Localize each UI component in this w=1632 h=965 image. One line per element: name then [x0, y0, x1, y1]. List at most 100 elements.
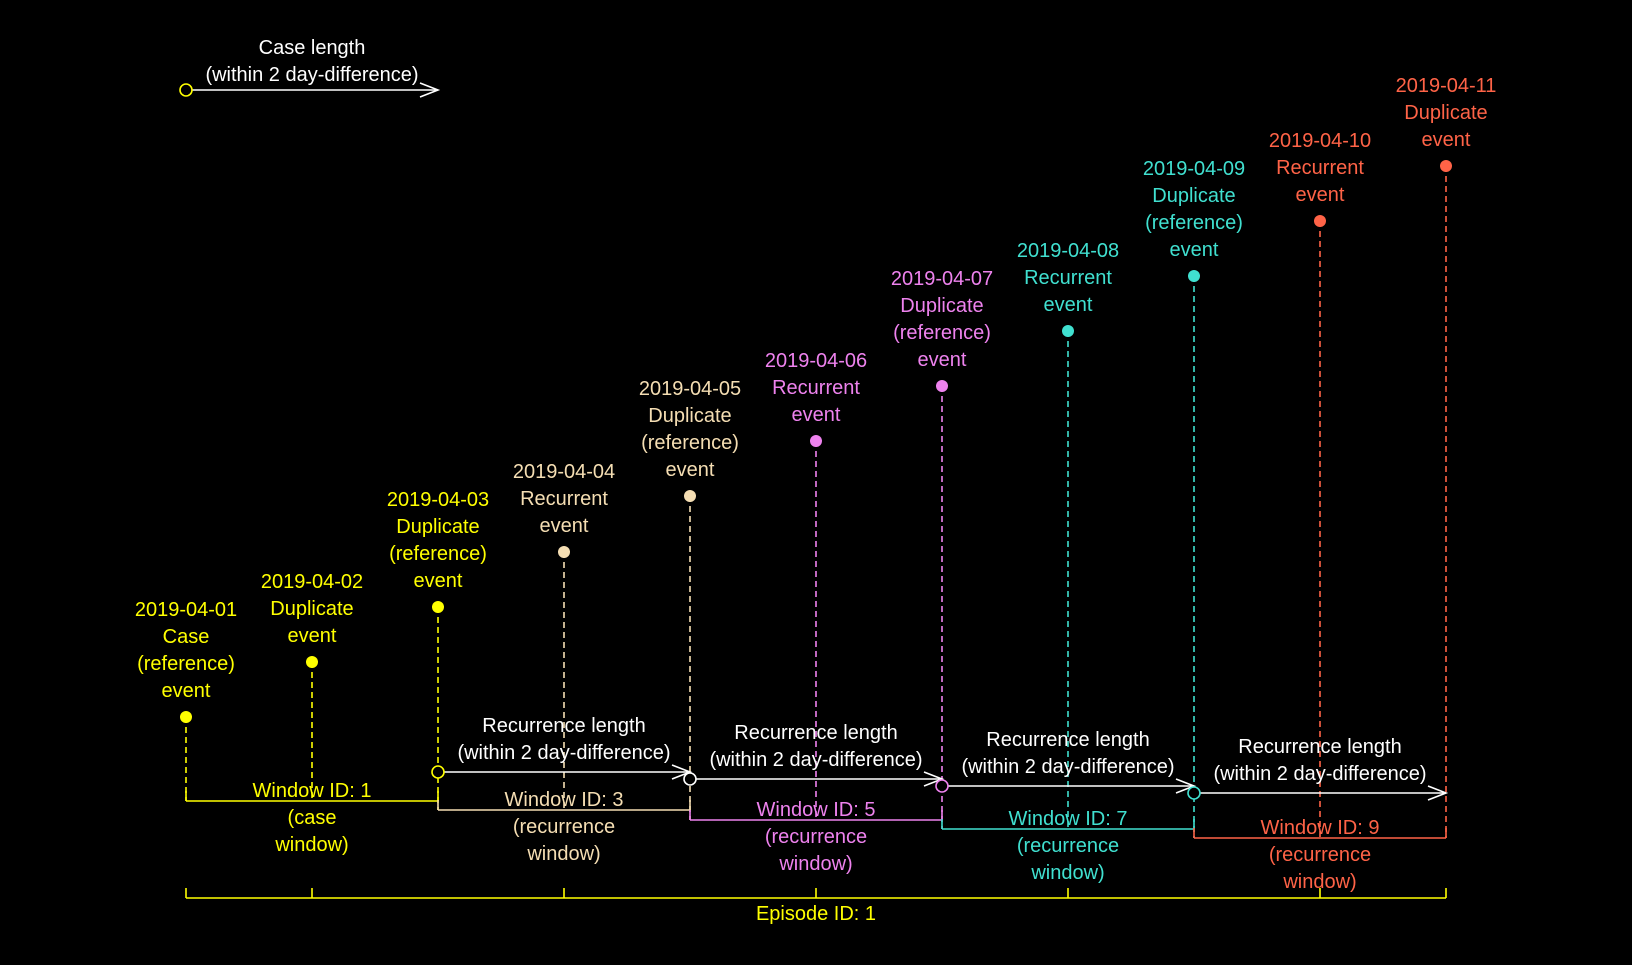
window-label-line: (recurrence	[1269, 844, 1371, 866]
event-label-line: event	[162, 680, 211, 702]
recurrence-label-line: (within 2 day-difference)	[1213, 763, 1426, 785]
event-2019-04-06: 2019-04-06 Recurrent event	[765, 350, 867, 820]
event-label-line: event	[288, 625, 337, 647]
event-dot-icon	[1062, 325, 1074, 337]
window-5: Window ID: 5 (recurrence window)	[689, 799, 943, 875]
event-label-line: event	[918, 349, 967, 371]
event-2019-04-03: 2019-04-03 Duplicate (reference) event	[387, 489, 489, 810]
window-label-line: (recurrence	[765, 826, 867, 848]
case-length-legend: Case length (within 2 day-difference)	[179, 37, 441, 98]
window-1: Window ID: 1 (case window)	[185, 780, 439, 856]
recurrence-arrowhead-icon	[1175, 778, 1197, 794]
recurrence-start-circle-icon	[1187, 786, 1201, 800]
recurrence-arrowhead-icon	[1427, 785, 1449, 801]
recurrence-arrowhead-icon	[671, 764, 693, 780]
event-label-line: event	[1296, 184, 1345, 206]
event-label-line: event	[792, 404, 841, 426]
window-label-line: window)	[526, 843, 600, 865]
event-2019-04-08: 2019-04-08 Recurrent event	[1017, 240, 1119, 829]
recurrence-label-line: Recurrence length	[986, 729, 1149, 751]
windows-group: Window ID: 1 (case window) Window ID: 3 (rec…	[185, 780, 1447, 893]
event-dot-icon	[1440, 160, 1452, 172]
recurrence-lengths-group: Recurrence length (within 2 day-differenc…	[431, 715, 1449, 801]
event-label-line: Recurrent	[1024, 267, 1112, 289]
legend-subtitle: (within 2 day-difference)	[205, 64, 418, 86]
event-date: 2019-04-08	[1017, 240, 1119, 262]
event-dot-icon	[558, 546, 570, 558]
event-dot-icon	[432, 601, 444, 613]
window-label-line: window)	[778, 853, 852, 875]
event-label-line: Duplicate	[270, 598, 353, 620]
event-2019-04-05: 2019-04-05 Duplicate (reference) event	[639, 378, 741, 820]
event-dot-icon	[306, 656, 318, 668]
event-dot-icon	[1188, 270, 1200, 282]
event-2019-04-02: 2019-04-02 Duplicate event	[261, 571, 363, 801]
window-label-line: Window ID: 9	[1261, 817, 1380, 839]
event-label-line: Recurrent	[1276, 157, 1364, 179]
event-2019-04-09: 2019-04-09 Duplicate (reference) event	[1143, 158, 1245, 838]
event-2019-04-01: 2019-04-01 Case (reference) event	[135, 599, 237, 801]
event-date: 2019-04-02	[261, 571, 363, 593]
window-3: Window ID: 3 (recurrence window)	[437, 789, 691, 865]
event-label-line: event	[1170, 239, 1219, 261]
event-date: 2019-04-07	[891, 268, 993, 290]
recurrence-label-line: (within 2 day-difference)	[961, 756, 1174, 778]
recurrence-length-1: Recurrence length (within 2 day-differenc…	[431, 715, 693, 780]
legend-open-circle-icon	[179, 83, 193, 97]
window-label-line: window)	[1282, 871, 1356, 893]
event-date: 2019-04-05	[639, 378, 741, 400]
event-label-line: (reference)	[389, 543, 487, 565]
window-label-line: (case	[288, 807, 337, 829]
event-stems-group: 2019-04-01Case(reference)event2019-04-02…	[135, 75, 1497, 838]
window-label-line: window)	[274, 834, 348, 856]
event-dot-icon	[936, 380, 948, 392]
window-label-line: Window ID: 1	[253, 780, 372, 802]
recurrence-arrowhead-icon	[923, 771, 945, 787]
recurrence-label-line: Recurrence length	[482, 715, 645, 737]
recurrence-length-4: Recurrence length (within 2 day-differenc…	[1187, 736, 1449, 801]
recurrence-length-3: Recurrence length (within 2 day-differenc…	[935, 729, 1197, 794]
event-date: 2019-04-11	[1396, 75, 1497, 97]
recurrence-label-line: (within 2 day-difference)	[709, 749, 922, 771]
event-label-line: Duplicate	[900, 295, 983, 317]
window-label-line: (recurrence	[513, 816, 615, 838]
event-2019-04-07: 2019-04-07 Duplicate (reference) event	[891, 268, 993, 829]
recurrence-label-line: Recurrence length	[734, 722, 897, 744]
event-label-line: event	[1422, 129, 1471, 151]
legend-arrowhead-icon	[419, 82, 441, 98]
episode-label: Episode ID: 1	[756, 903, 876, 925]
event-date: 2019-04-01	[135, 599, 237, 621]
recurrence-length-2: Recurrence length (within 2 day-differenc…	[683, 722, 945, 787]
window-label-line: Window ID: 5	[757, 799, 876, 821]
event-label-line: event	[666, 459, 715, 481]
event-label-line: (reference)	[641, 432, 739, 454]
event-label-line: Recurrent	[520, 488, 608, 510]
event-label-line: (reference)	[893, 322, 991, 344]
event-2019-04-04: 2019-04-04 Recurrent event	[513, 461, 615, 810]
window-label-line: window)	[1030, 862, 1104, 884]
event-date: 2019-04-06	[765, 350, 867, 372]
window-7: Window ID: 7 (recurrence window)	[941, 808, 1195, 884]
window-label-line: Window ID: 3	[505, 789, 624, 811]
event-label-line: Duplicate	[648, 405, 731, 427]
window-label-line: (recurrence	[1017, 835, 1119, 857]
recurrence-start-circle-icon	[683, 772, 697, 786]
event-2019-04-11: 2019-04-11 Duplicate event	[1396, 75, 1497, 838]
event-date: 2019-04-10	[1269, 130, 1371, 152]
event-label-line: event	[1044, 294, 1093, 316]
recurrence-label-line: (within 2 day-difference)	[457, 742, 670, 764]
event-label-line: (reference)	[137, 653, 235, 675]
episode-bracket-group: Episode ID: 1	[185, 888, 1447, 925]
event-dot-icon	[810, 435, 822, 447]
window-9: Window ID: 9 (recurrence window)	[1193, 817, 1447, 893]
event-label-line: Duplicate	[1152, 185, 1235, 207]
event-label-line: (reference)	[1145, 212, 1243, 234]
event-dot-icon	[1314, 215, 1326, 227]
recurrence-label-line: Recurrence length	[1238, 736, 1401, 758]
event-label-line: Duplicate	[396, 516, 479, 538]
event-label-line: Recurrent	[772, 377, 860, 399]
event-2019-04-10: 2019-04-10 Recurrent event	[1269, 130, 1371, 838]
event-label-line: event	[540, 515, 589, 537]
event-dot-icon	[180, 711, 192, 723]
recurrence-start-circle-icon	[431, 765, 445, 779]
